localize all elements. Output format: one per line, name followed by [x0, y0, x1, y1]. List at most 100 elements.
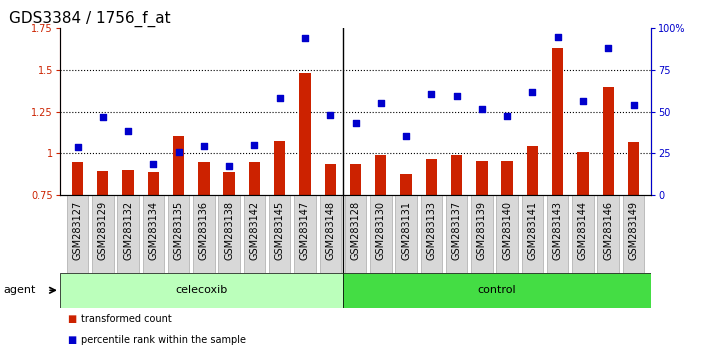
Text: GSM283131: GSM283131 [401, 201, 411, 260]
Point [274, 95, 285, 101]
Text: GSM283142: GSM283142 [249, 201, 260, 260]
Text: GSM283144: GSM283144 [578, 201, 588, 260]
Text: GSM283133: GSM283133 [427, 201, 436, 260]
Point [148, 161, 159, 167]
FancyBboxPatch shape [218, 195, 240, 273]
Point [122, 129, 134, 134]
Point [451, 93, 463, 98]
Text: GDS3384 / 1756_f_at: GDS3384 / 1756_f_at [9, 11, 170, 27]
Text: transformed count: transformed count [81, 314, 172, 324]
Bar [603, 87, 614, 195]
Text: GSM283135: GSM283135 [174, 201, 184, 260]
Point [603, 45, 614, 51]
FancyBboxPatch shape [294, 195, 315, 273]
Bar [325, 164, 336, 195]
Text: GSM283147: GSM283147 [300, 201, 310, 260]
Text: GSM283146: GSM283146 [603, 201, 613, 260]
Text: GSM283138: GSM283138 [224, 201, 234, 260]
FancyBboxPatch shape [168, 195, 189, 273]
Text: GSM283148: GSM283148 [325, 201, 335, 260]
FancyBboxPatch shape [320, 195, 341, 273]
Point [249, 142, 260, 148]
Bar [426, 159, 437, 195]
Point [426, 91, 437, 97]
Point [173, 149, 184, 155]
Bar [122, 170, 134, 195]
Point [299, 35, 310, 41]
Point [628, 102, 639, 108]
FancyBboxPatch shape [547, 195, 568, 273]
FancyBboxPatch shape [572, 195, 593, 273]
FancyBboxPatch shape [370, 195, 391, 273]
Point [97, 114, 108, 119]
Point [325, 112, 336, 118]
Text: percentile rank within the sample: percentile rank within the sample [81, 335, 246, 345]
Bar [97, 171, 108, 195]
Text: GSM283132: GSM283132 [123, 201, 133, 260]
Bar [249, 162, 260, 195]
Text: GSM283140: GSM283140 [502, 201, 512, 260]
Bar [60, 273, 343, 308]
FancyBboxPatch shape [269, 195, 291, 273]
Text: GSM283143: GSM283143 [553, 201, 562, 260]
FancyBboxPatch shape [345, 195, 366, 273]
FancyBboxPatch shape [244, 195, 265, 273]
Bar [148, 172, 159, 195]
Text: GSM283129: GSM283129 [98, 201, 108, 260]
Text: ■: ■ [67, 335, 76, 345]
FancyBboxPatch shape [67, 195, 88, 273]
Text: ■: ■ [67, 314, 76, 324]
Point [527, 89, 538, 95]
Bar [628, 142, 639, 195]
Bar [173, 136, 184, 195]
Bar [299, 73, 310, 195]
Bar [527, 147, 538, 195]
Point [577, 98, 589, 103]
Point [199, 144, 210, 149]
FancyBboxPatch shape [118, 195, 139, 273]
Text: celecoxib: celecoxib [175, 285, 227, 295]
Bar [343, 273, 651, 308]
Bar [199, 162, 210, 195]
Text: GSM283128: GSM283128 [351, 201, 360, 260]
Bar [72, 162, 83, 195]
Point [350, 120, 361, 126]
Text: GSM283136: GSM283136 [199, 201, 209, 260]
FancyBboxPatch shape [446, 195, 467, 273]
Text: GSM283145: GSM283145 [275, 201, 284, 260]
Text: GSM283139: GSM283139 [477, 201, 487, 260]
Text: GSM283134: GSM283134 [149, 201, 158, 260]
FancyBboxPatch shape [92, 195, 113, 273]
Text: GSM283137: GSM283137 [451, 201, 462, 260]
Bar [401, 174, 412, 195]
FancyBboxPatch shape [420, 195, 442, 273]
Bar [350, 164, 361, 195]
Point [501, 113, 513, 119]
Bar [476, 161, 488, 195]
Point [72, 144, 83, 150]
Point [224, 164, 235, 169]
Bar [577, 152, 589, 195]
FancyBboxPatch shape [598, 195, 619, 273]
FancyBboxPatch shape [193, 195, 215, 273]
Text: GSM283127: GSM283127 [73, 201, 82, 260]
Bar [223, 172, 235, 195]
Bar [552, 48, 563, 195]
FancyBboxPatch shape [396, 195, 417, 273]
FancyBboxPatch shape [623, 195, 644, 273]
FancyBboxPatch shape [496, 195, 518, 273]
FancyBboxPatch shape [522, 195, 543, 273]
Text: control: control [478, 285, 516, 295]
Point [401, 134, 412, 139]
Text: agent: agent [4, 285, 36, 295]
Bar [375, 155, 386, 195]
Text: GSM283149: GSM283149 [629, 201, 639, 260]
Text: GSM283130: GSM283130 [376, 201, 386, 260]
Bar [501, 161, 513, 195]
Point [375, 101, 386, 106]
Point [476, 106, 487, 112]
Bar [451, 155, 463, 195]
Point [552, 34, 563, 40]
FancyBboxPatch shape [143, 195, 164, 273]
Bar [274, 142, 285, 195]
